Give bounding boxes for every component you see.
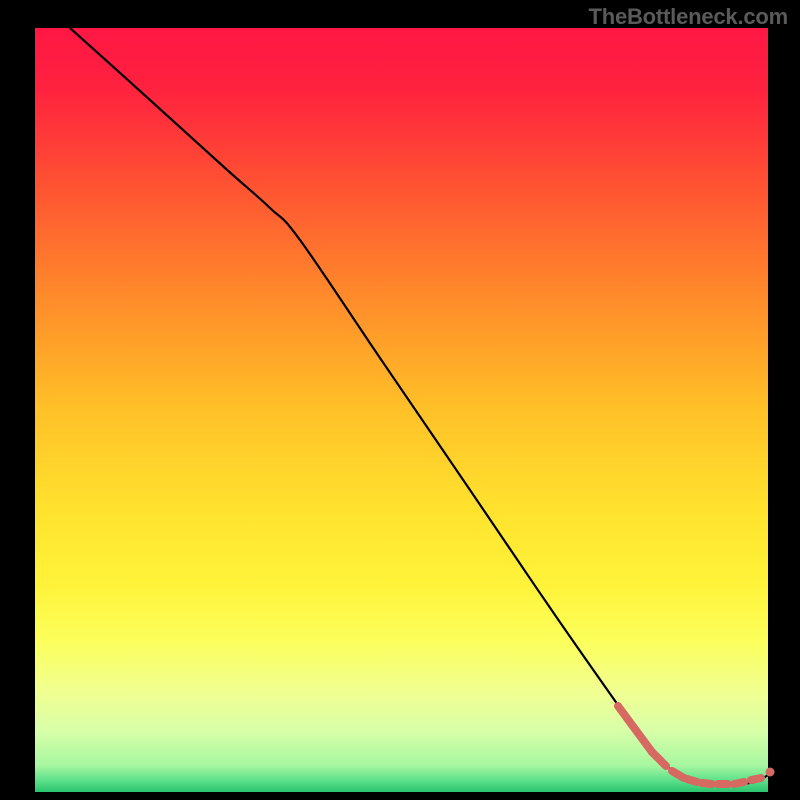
marker-dash bbox=[702, 783, 712, 784]
plot-area bbox=[35, 28, 768, 792]
watermark-label: TheBottleneck.com bbox=[588, 4, 788, 30]
marker-dash bbox=[751, 778, 761, 780]
chart-svg bbox=[0, 0, 800, 800]
marker-dash bbox=[687, 779, 697, 782]
marker-end-dot bbox=[766, 768, 775, 777]
chart-root: TheBottleneck.com bbox=[0, 0, 800, 800]
marker-dash bbox=[734, 782, 744, 784]
